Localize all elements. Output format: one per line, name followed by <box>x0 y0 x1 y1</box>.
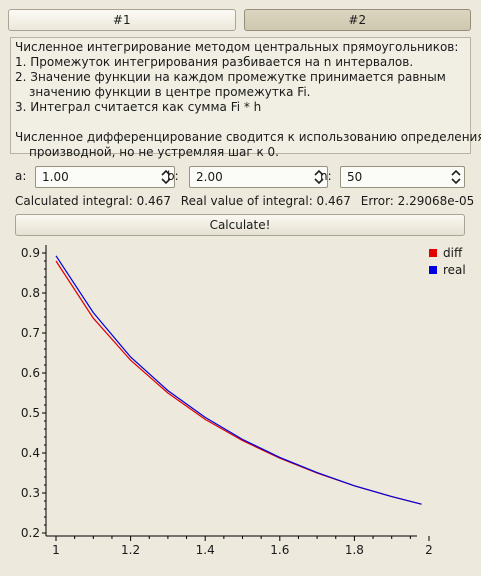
y-tick-label: 0.8 <box>21 286 40 300</box>
spin-arrows-icon[interactable] <box>314 169 324 185</box>
description-line: значению функции в центре промежутка Fi. <box>29 85 311 99</box>
y-tick-label: 0.7 <box>21 326 40 340</box>
legend-label-diff: diff <box>443 246 463 260</box>
description-panel: Численное интегрирование методом централ… <box>10 37 481 159</box>
spin-arrows-icon[interactable] <box>161 169 171 185</box>
description-line: 1. Промежуток интегрирования разбивается… <box>15 55 414 69</box>
calculate-button[interactable]: Calculate! <box>15 214 465 236</box>
error-value: Error: 2.29068e-05 <box>360 194 475 208</box>
y-tick-label: 0.3 <box>21 486 40 500</box>
legend-swatch-diff <box>429 249 437 257</box>
x-tick-label: 2 <box>425 543 433 557</box>
plot-area <box>46 245 419 536</box>
x-tick-label: 1 <box>52 543 60 557</box>
n-spinbox[interactable]: 50 <box>340 166 465 188</box>
result-line: Calculated integral: 0.467 Real value of… <box>15 194 480 208</box>
x-tick-label: 1.6 <box>270 543 289 557</box>
calculated-integral: Calculated integral: 0.467 <box>15 194 171 208</box>
n-label: n: <box>320 169 332 183</box>
plot-chart: 0.2 0.3 0.4 0.5 0.6 0.7 0.8 0.9 1 1.2 1.4 1.6 1.8 2 di… <box>21 245 466 557</box>
a-label: a: <box>15 169 27 183</box>
legend-label-real: real <box>443 263 466 277</box>
y-tick-label: 0.2 <box>21 526 40 540</box>
y-tick-label: 0.9 <box>21 246 40 260</box>
real-integral: Real value of integral: 0.467 <box>180 194 351 208</box>
y-tick-label: 0.6 <box>21 366 40 380</box>
b-value: 2.00 <box>196 170 223 184</box>
description-line: 2. Значение функции на каждом промежутке… <box>15 70 446 84</box>
tab-1[interactable]: #1 <box>8 9 236 31</box>
tab-bar: #1 #2 <box>8 9 471 31</box>
legend-swatch-real <box>429 266 437 274</box>
a-spinbox[interactable]: 1.00 <box>35 166 175 188</box>
description-line: производной, но не устремляя шаг к 0. <box>29 145 279 159</box>
description-line: Численное интегрирование методом централ… <box>15 40 459 54</box>
x-tick-label: 1.4 <box>196 543 215 557</box>
series-line-real <box>55 255 422 505</box>
description-line: Численное дифференцирование сводится к и… <box>15 130 481 144</box>
spin-arrows-icon[interactable] <box>451 169 461 185</box>
y-tick-label: 0.4 <box>21 446 40 460</box>
x-tick-label: 1.8 <box>345 543 364 557</box>
description-line: 3. Интеграл считается как сумма Fi * h <box>15 100 262 114</box>
a-value: 1.00 <box>42 170 69 184</box>
y-tick-label: 0.5 <box>21 406 40 420</box>
b-label: b: <box>167 169 179 183</box>
x-tick-label: 1.2 <box>121 543 140 557</box>
n-value: 50 <box>347 170 363 184</box>
b-spinbox[interactable]: 2.00 <box>189 166 328 188</box>
tab-2[interactable]: #2 <box>243 9 471 31</box>
parameters-row: a: 1.00 b: 2.00 n: 50 <box>15 166 471 188</box>
